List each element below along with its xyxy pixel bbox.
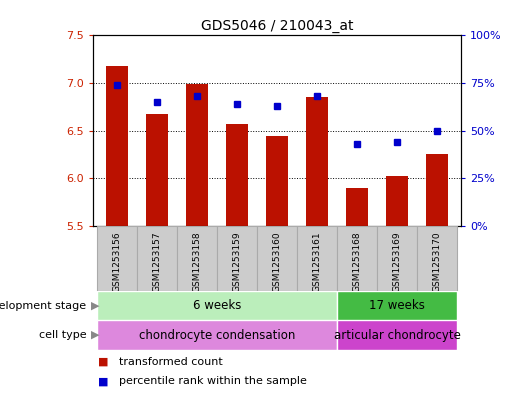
Text: 6 weeks: 6 weeks: [193, 299, 241, 312]
Bar: [417, 226, 457, 291]
Bar: [346, 188, 368, 226]
Text: cell type: cell type: [39, 330, 90, 340]
Bar: [137, 226, 177, 291]
Text: articular chondrocyte: articular chondrocyte: [333, 329, 461, 342]
Text: ▶: ▶: [91, 330, 100, 340]
Text: GSM1253161: GSM1253161: [313, 231, 322, 292]
Bar: [226, 124, 248, 226]
Bar: [337, 291, 457, 320]
Bar: [377, 226, 417, 291]
Bar: [266, 136, 288, 226]
Text: ■: ■: [98, 376, 109, 386]
Text: transformed count: transformed count: [119, 356, 223, 367]
Bar: [217, 226, 257, 291]
Title: GDS5046 / 210043_at: GDS5046 / 210043_at: [201, 19, 353, 33]
Text: ■: ■: [98, 356, 109, 367]
Text: GSM1253160: GSM1253160: [272, 231, 281, 292]
Bar: [106, 66, 128, 226]
Bar: [297, 226, 337, 291]
Bar: [97, 291, 337, 320]
Text: 17 weeks: 17 weeks: [369, 299, 425, 312]
Bar: [97, 320, 337, 350]
Text: GSM1253169: GSM1253169: [393, 231, 402, 292]
Bar: [386, 176, 408, 226]
Bar: [306, 97, 328, 226]
Text: GSM1253158: GSM1253158: [192, 231, 201, 292]
Bar: [426, 154, 448, 226]
Text: GSM1253168: GSM1253168: [352, 231, 361, 292]
Text: ▶: ▶: [91, 301, 100, 310]
Text: GSM1253170: GSM1253170: [432, 231, 441, 292]
Bar: [97, 226, 137, 291]
Bar: [146, 114, 168, 226]
Text: chondrocyte condensation: chondrocyte condensation: [139, 329, 295, 342]
Bar: [337, 320, 457, 350]
Text: GSM1253159: GSM1253159: [232, 231, 241, 292]
Text: percentile rank within the sample: percentile rank within the sample: [119, 376, 307, 386]
Text: development stage: development stage: [0, 301, 90, 310]
Bar: [337, 226, 377, 291]
Text: GSM1253156: GSM1253156: [112, 231, 121, 292]
Bar: [177, 226, 217, 291]
Bar: [186, 84, 208, 226]
Text: GSM1253157: GSM1253157: [152, 231, 161, 292]
Bar: [257, 226, 297, 291]
